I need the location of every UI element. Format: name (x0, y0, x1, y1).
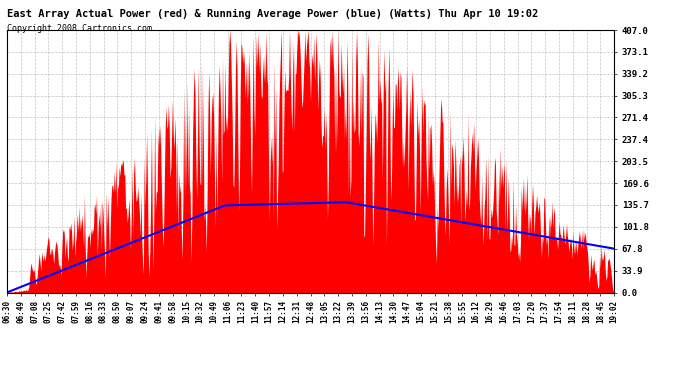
Text: Copyright 2008 Cartronics.com: Copyright 2008 Cartronics.com (7, 24, 152, 33)
Text: East Array Actual Power (red) & Running Average Power (blue) (Watts) Thu Apr 10 : East Array Actual Power (red) & Running … (7, 9, 538, 20)
